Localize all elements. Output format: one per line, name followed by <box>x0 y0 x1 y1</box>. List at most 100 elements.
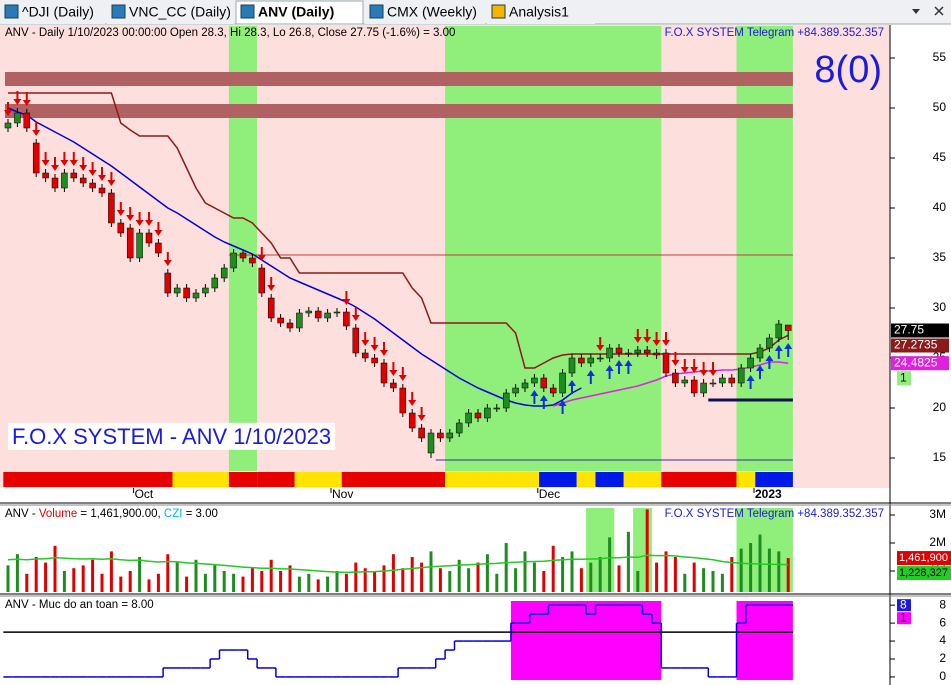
candle-body <box>587 357 595 364</box>
volume-bar <box>81 565 85 592</box>
volume-bar <box>410 557 414 592</box>
candle-body <box>512 387 519 394</box>
safety-header: ANV - Muc do an toan = 8.00 <box>5 599 154 611</box>
candle-body <box>51 177 59 189</box>
volume-bar <box>15 554 19 592</box>
sell-arrow <box>22 92 31 106</box>
volume-bar <box>636 571 640 592</box>
volume-bar <box>250 568 254 592</box>
signal-strip <box>228 472 258 487</box>
x-tick-label: Oct <box>135 487 154 501</box>
volume-bar <box>495 573 499 592</box>
annotation-bg <box>8 422 336 450</box>
candle-body <box>42 172 49 179</box>
volume-bar <box>711 571 715 592</box>
tab-bg <box>0 1 105 24</box>
y-tick-label: 3M <box>929 507 946 521</box>
sell-arrow <box>126 207 135 221</box>
y-tick-label: 40 <box>933 200 947 214</box>
tab[interactable]: VNC_CC (Daily) <box>107 1 234 24</box>
volume-bar <box>664 551 668 592</box>
sell-arrow <box>69 152 78 166</box>
volume-bar <box>72 568 76 592</box>
count-label: 1 <box>900 370 907 384</box>
candle-body <box>361 352 369 359</box>
sell-arrow <box>699 362 708 376</box>
last-value-box <box>897 566 951 581</box>
tab[interactable]: ANV (Daily) <box>235 0 364 25</box>
header-part: CZI <box>164 508 183 520</box>
volume-bar <box>542 571 546 592</box>
tab-icon <box>4 4 19 19</box>
tab[interactable]: CMX (Weekly) <box>365 1 485 24</box>
tab[interactable]: Analysis1 <box>487 1 595 24</box>
candle-body <box>230 252 237 269</box>
volume-header: ANV - Volume = 1,461,900.00, CZI = 3.00 <box>5 508 218 520</box>
sell-arrow <box>32 122 41 136</box>
signal-strip <box>623 472 662 487</box>
signal-strip <box>595 472 624 487</box>
candle-body <box>136 232 143 259</box>
signal-strip <box>661 472 737 487</box>
menu-button[interactable] <box>912 9 920 14</box>
last-close-box <box>891 323 949 338</box>
volume-bar <box>363 568 367 592</box>
volume-bar <box>194 559 198 592</box>
volume-bar <box>683 573 687 592</box>
candle-body <box>286 322 294 329</box>
sell-arrow <box>107 172 116 186</box>
last-value: 8 <box>900 597 907 611</box>
volume-bar <box>589 562 593 592</box>
indicator-line <box>7 107 582 407</box>
last-value: 27.2735 <box>894 338 938 352</box>
candle-body <box>653 352 660 356</box>
candle-body <box>211 277 219 289</box>
telegram-label: F.O.X SYSTEM Telegram +84.389.352.357 <box>665 508 884 520</box>
signal-strip <box>341 472 446 487</box>
candle-body <box>267 297 275 319</box>
candle-body <box>662 352 670 374</box>
buy-arrow <box>624 360 633 374</box>
volume-bar <box>25 573 29 592</box>
candle-body <box>164 272 172 294</box>
volume-bar <box>166 554 170 592</box>
candle-body <box>14 112 21 124</box>
sell-arrow <box>60 152 69 166</box>
volume-bar <box>429 551 433 592</box>
candle-body <box>70 172 78 179</box>
volume-bar <box>269 559 273 592</box>
candle-body <box>455 422 463 434</box>
candle-body <box>700 382 707 394</box>
sell-arrow <box>408 392 417 406</box>
window-buttons <box>912 6 944 16</box>
tab[interactable]: ^DJI (Daily) <box>0 1 105 24</box>
volume-bar <box>109 551 113 592</box>
volume-bar <box>485 554 489 592</box>
candle-body <box>672 372 679 384</box>
tab-bg <box>107 1 234 24</box>
candle-body <box>61 172 68 189</box>
volume-bar <box>786 558 790 592</box>
header-part: Volume <box>39 508 77 520</box>
candle-body <box>709 382 717 385</box>
candle-body <box>155 242 162 254</box>
y-tick-label: 55 <box>933 50 947 64</box>
tab-label: VNC_CC (Daily) <box>129 4 231 20</box>
candle-body <box>747 357 754 369</box>
y-tick-label: 6 <box>939 615 946 629</box>
candle-body <box>606 347 613 359</box>
volume-bar <box>147 579 151 592</box>
buy-arrow <box>539 395 548 409</box>
buy-arrow <box>530 390 539 404</box>
telegram-label: F.O.X SYSTEM Telegram +84.389.352.357 <box>665 27 884 39</box>
sell-arrow <box>398 367 407 381</box>
close-button[interactable] <box>934 6 944 16</box>
candle-body <box>305 310 313 314</box>
candle-body <box>502 392 510 409</box>
volume-bar <box>626 531 630 592</box>
signal-strip <box>445 472 540 487</box>
candle-body <box>615 347 623 354</box>
x-tick-label: Nov <box>332 487 353 501</box>
buy-arrow <box>605 365 614 379</box>
